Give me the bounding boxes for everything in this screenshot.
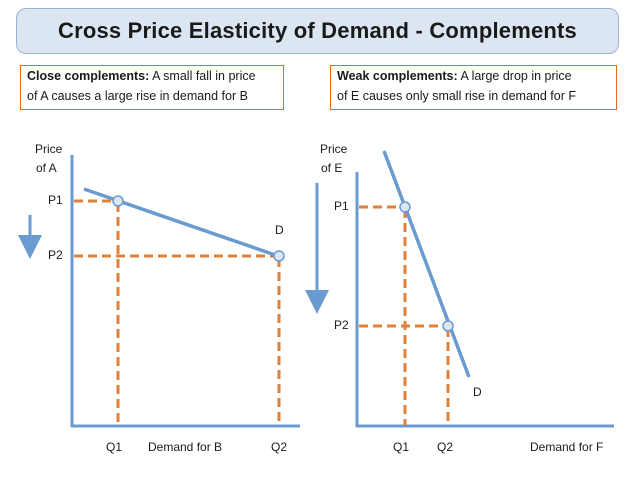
right-demand-curve — [382, 150, 471, 378]
right-y-label-line2: of E — [321, 161, 342, 175]
right-q1-label: Q1 — [393, 440, 409, 454]
left-q2-label: Q2 — [271, 440, 287, 454]
right-p1-label: P1 — [334, 199, 349, 213]
weak-complements-label: Weak complements: — [337, 69, 458, 83]
close-complements-line2: of A causes a large rise in demand for B — [27, 89, 248, 103]
left-curve-label: D — [275, 223, 284, 237]
close-complements-note: Close complements: A small fall in price… — [20, 65, 284, 110]
right-point-1 — [399, 201, 411, 213]
left-point-2 — [273, 250, 285, 262]
weak-complements-line1: A large drop in price — [460, 69, 572, 83]
left-x-axis-label: Demand for B — [148, 440, 222, 454]
diagram-title: Cross Price Elasticity of Demand - Compl… — [57, 18, 577, 43]
left-q1-label: Q1 — [106, 440, 122, 454]
left-p2-label: P2 — [48, 248, 63, 262]
close-complements-line1: A small fall in price — [152, 69, 256, 83]
left-p1-label: P1 — [48, 193, 63, 207]
right-q2-label: Q2 — [437, 440, 453, 454]
right-y-label-line1: Price — [320, 142, 348, 156]
left-chart: Price of A P1 P2 D Q1 Demand for B Q2 — [18, 142, 300, 454]
weak-complements-line2: of E causes only small rise in demand fo… — [337, 89, 576, 103]
left-point-1 — [112, 195, 124, 207]
weak-complements-note: Weak complements: A large drop in price … — [330, 65, 617, 110]
right-x-axis-label: Demand for F — [530, 440, 603, 454]
left-y-label-line2: of A — [36, 161, 57, 175]
close-complements-label: Close complements: — [27, 69, 150, 83]
right-chart: Price of E P1 P2 D Q1 Q2 Demand for F — [305, 142, 614, 454]
right-p2-label: P2 — [334, 318, 349, 332]
right-curve-label: D — [473, 385, 482, 399]
left-y-label-line1: Price — [35, 142, 63, 156]
right-point-2 — [442, 320, 454, 332]
title-banner: Cross Price Elasticity of Demand - Compl… — [16, 8, 619, 54]
